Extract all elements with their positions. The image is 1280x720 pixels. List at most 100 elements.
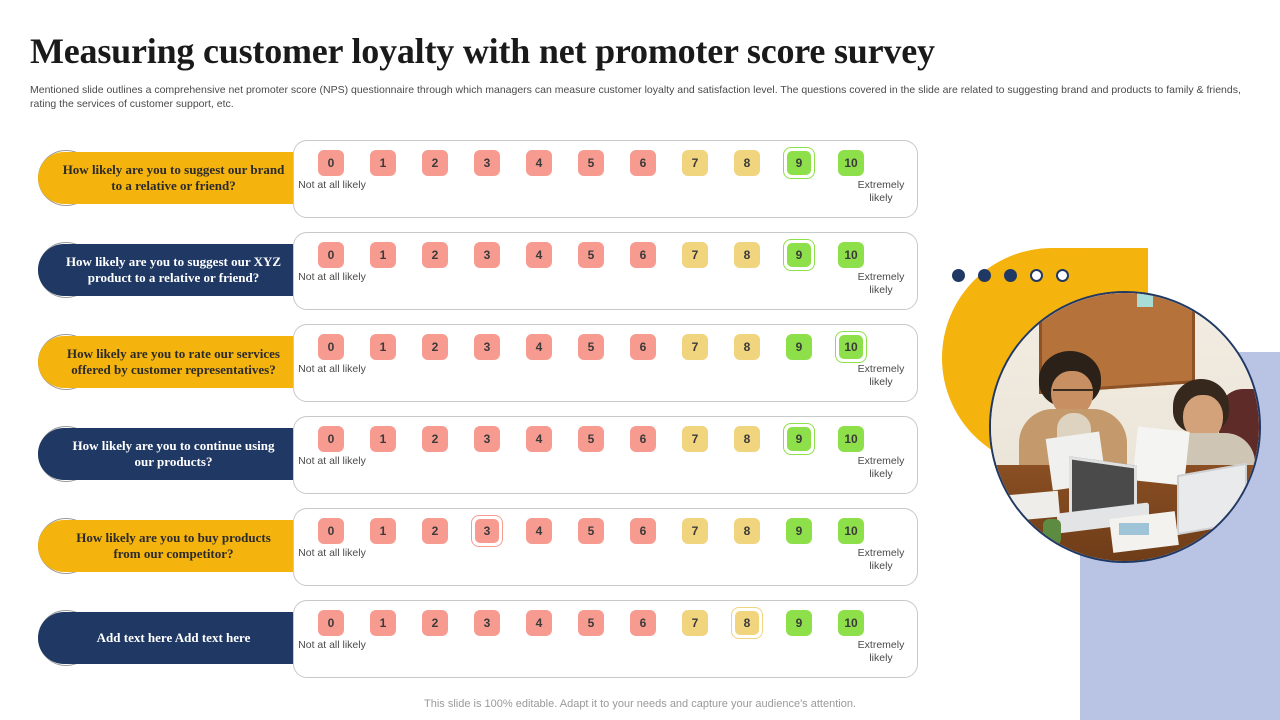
rating-slot-8: 8 bbox=[721, 518, 773, 544]
rating-option[interactable]: 7 bbox=[682, 426, 708, 452]
rating-option[interactable]: 9 bbox=[786, 610, 812, 636]
photo-laptop-right bbox=[1177, 462, 1247, 536]
rating-option[interactable]: 5 bbox=[578, 150, 604, 176]
rating-slot-4: 4 bbox=[513, 334, 565, 360]
rating-slot-9: 9 bbox=[773, 239, 825, 271]
rating-option[interactable]: 10 bbox=[838, 518, 864, 544]
rating-option[interactable]: 4 bbox=[526, 150, 552, 176]
survey-row: Add text here Add text here 0 1 2 3 4 5 6 7 8 9 10 N… bbox=[0, 600, 940, 692]
rating-option[interactable]: 3 bbox=[474, 610, 500, 636]
rating-option[interactable]: 2 bbox=[422, 426, 448, 452]
rating-option[interactable]: 4 bbox=[526, 518, 552, 544]
rating-option[interactable]: 2 bbox=[422, 610, 448, 636]
question-label: Add text here Add text here bbox=[38, 612, 293, 664]
rating-option[interactable]: 5 bbox=[578, 242, 604, 268]
rating-option[interactable]: 10 bbox=[838, 150, 864, 176]
rating-option[interactable]: 6 bbox=[630, 426, 656, 452]
rating-option[interactable]: 0 bbox=[318, 242, 344, 268]
scale-high-anchor-label: Extremely likely bbox=[857, 547, 905, 572]
rating-slot-2: 2 bbox=[409, 242, 461, 268]
rating-slot-4: 4 bbox=[513, 426, 565, 452]
rating-option[interactable]: 5 bbox=[578, 334, 604, 360]
rating-option[interactable]: 1 bbox=[370, 334, 396, 360]
rating-option[interactable]: 4 bbox=[526, 334, 552, 360]
rating-option[interactable]: 6 bbox=[630, 334, 656, 360]
decorative-dot-3 bbox=[1004, 269, 1017, 282]
rating-slot-1: 1 bbox=[357, 518, 409, 544]
rating-slot-0: 0 bbox=[305, 426, 357, 452]
rating-option[interactable]: 4 bbox=[526, 242, 552, 268]
scale-low-anchor-label: Not at all likely bbox=[298, 639, 366, 651]
rating-option[interactable]: 7 bbox=[682, 334, 708, 360]
question-label-group: How likely are you to rate our services … bbox=[38, 334, 293, 390]
page-title: Measuring customer loyalty with net prom… bbox=[30, 31, 935, 71]
rating-option[interactable]: 8 bbox=[734, 242, 760, 268]
rating-option-selected[interactable]: 9 bbox=[783, 239, 815, 271]
photo-person-a-glasses bbox=[1053, 389, 1093, 399]
rating-option-selected[interactable]: 9 bbox=[783, 423, 815, 455]
rating-option[interactable]: 1 bbox=[370, 610, 396, 636]
rating-option-selected[interactable]: 8 bbox=[731, 607, 763, 639]
rating-option[interactable]: 5 bbox=[578, 426, 604, 452]
rating-option[interactable]: 5 bbox=[578, 518, 604, 544]
rating-option[interactable]: 7 bbox=[682, 242, 708, 268]
rating-option[interactable]: 10 bbox=[838, 242, 864, 268]
rating-option[interactable]: 10 bbox=[838, 426, 864, 452]
rating-option[interactable]: 8 bbox=[734, 426, 760, 452]
rating-slot-2: 2 bbox=[409, 150, 461, 176]
rating-option[interactable]: 3 bbox=[474, 426, 500, 452]
rating-slot-10: 10 bbox=[825, 242, 877, 268]
rating-option[interactable]: 2 bbox=[422, 518, 448, 544]
rating-option[interactable]: 4 bbox=[526, 610, 552, 636]
photo-chart-printout bbox=[1119, 523, 1149, 535]
rating-option[interactable]: 3 bbox=[474, 242, 500, 268]
rating-option[interactable]: 8 bbox=[734, 150, 760, 176]
question-label: How likely are you to rate our services … bbox=[38, 336, 293, 388]
rating-option[interactable]: 7 bbox=[682, 610, 708, 636]
rating-option[interactable]: 4 bbox=[526, 426, 552, 452]
rating-option[interactable]: 6 bbox=[630, 150, 656, 176]
rating-option[interactable]: 0 bbox=[318, 334, 344, 360]
survey-row: How likely are you to suggest our XYZ pr… bbox=[0, 232, 940, 324]
scale-low-anchor-label: Not at all likely bbox=[298, 363, 366, 375]
rating-option-selected[interactable]: 3 bbox=[471, 515, 503, 547]
rating-option-selected[interactable]: 9 bbox=[783, 147, 815, 179]
decorative-dot-4 bbox=[1030, 269, 1043, 282]
rating-option[interactable]: 1 bbox=[370, 518, 396, 544]
scale-high-anchor-label: Extremely likely bbox=[857, 455, 905, 480]
rating-option[interactable]: 9 bbox=[786, 518, 812, 544]
rating-option[interactable]: 3 bbox=[474, 150, 500, 176]
rating-option[interactable]: 2 bbox=[422, 150, 448, 176]
rating-option[interactable]: 8 bbox=[734, 334, 760, 360]
rating-option[interactable]: 1 bbox=[370, 150, 396, 176]
rating-option[interactable]: 6 bbox=[630, 242, 656, 268]
rating-option[interactable]: 2 bbox=[422, 334, 448, 360]
rating-option[interactable]: 6 bbox=[630, 518, 656, 544]
rating-option[interactable]: 2 bbox=[422, 242, 448, 268]
rating-option[interactable]: 10 bbox=[838, 610, 864, 636]
rating-option[interactable]: 0 bbox=[318, 150, 344, 176]
survey-rows: How likely are you to suggest our brand … bbox=[0, 140, 940, 692]
rating-option-value: 9 bbox=[787, 243, 811, 267]
rating-option[interactable]: 0 bbox=[318, 610, 344, 636]
rating-option[interactable]: 1 bbox=[370, 242, 396, 268]
rating-slot-8: 8 bbox=[721, 607, 773, 639]
rating-option[interactable]: 7 bbox=[682, 518, 708, 544]
rating-option[interactable]: 1 bbox=[370, 426, 396, 452]
rating-option[interactable]: 8 bbox=[734, 518, 760, 544]
rating-option[interactable]: 0 bbox=[318, 518, 344, 544]
rating-option-selected[interactable]: 10 bbox=[835, 331, 867, 363]
rating-option[interactable]: 5 bbox=[578, 610, 604, 636]
rating-slot-4: 4 bbox=[513, 610, 565, 636]
rating-slot-10: 10 bbox=[825, 331, 877, 363]
rating-option[interactable]: 0 bbox=[318, 426, 344, 452]
rating-slot-0: 0 bbox=[305, 242, 357, 268]
rating-option[interactable]: 6 bbox=[630, 610, 656, 636]
rating-chip-row: 0 1 2 3 4 5 6 7 8 9 10 bbox=[294, 147, 919, 179]
rating-slot-8: 8 bbox=[721, 334, 773, 360]
rating-option[interactable]: 9 bbox=[786, 334, 812, 360]
rating-option[interactable]: 7 bbox=[682, 150, 708, 176]
rating-slot-1: 1 bbox=[357, 242, 409, 268]
scale-low-anchor-label: Not at all likely bbox=[298, 547, 366, 559]
rating-option[interactable]: 3 bbox=[474, 334, 500, 360]
